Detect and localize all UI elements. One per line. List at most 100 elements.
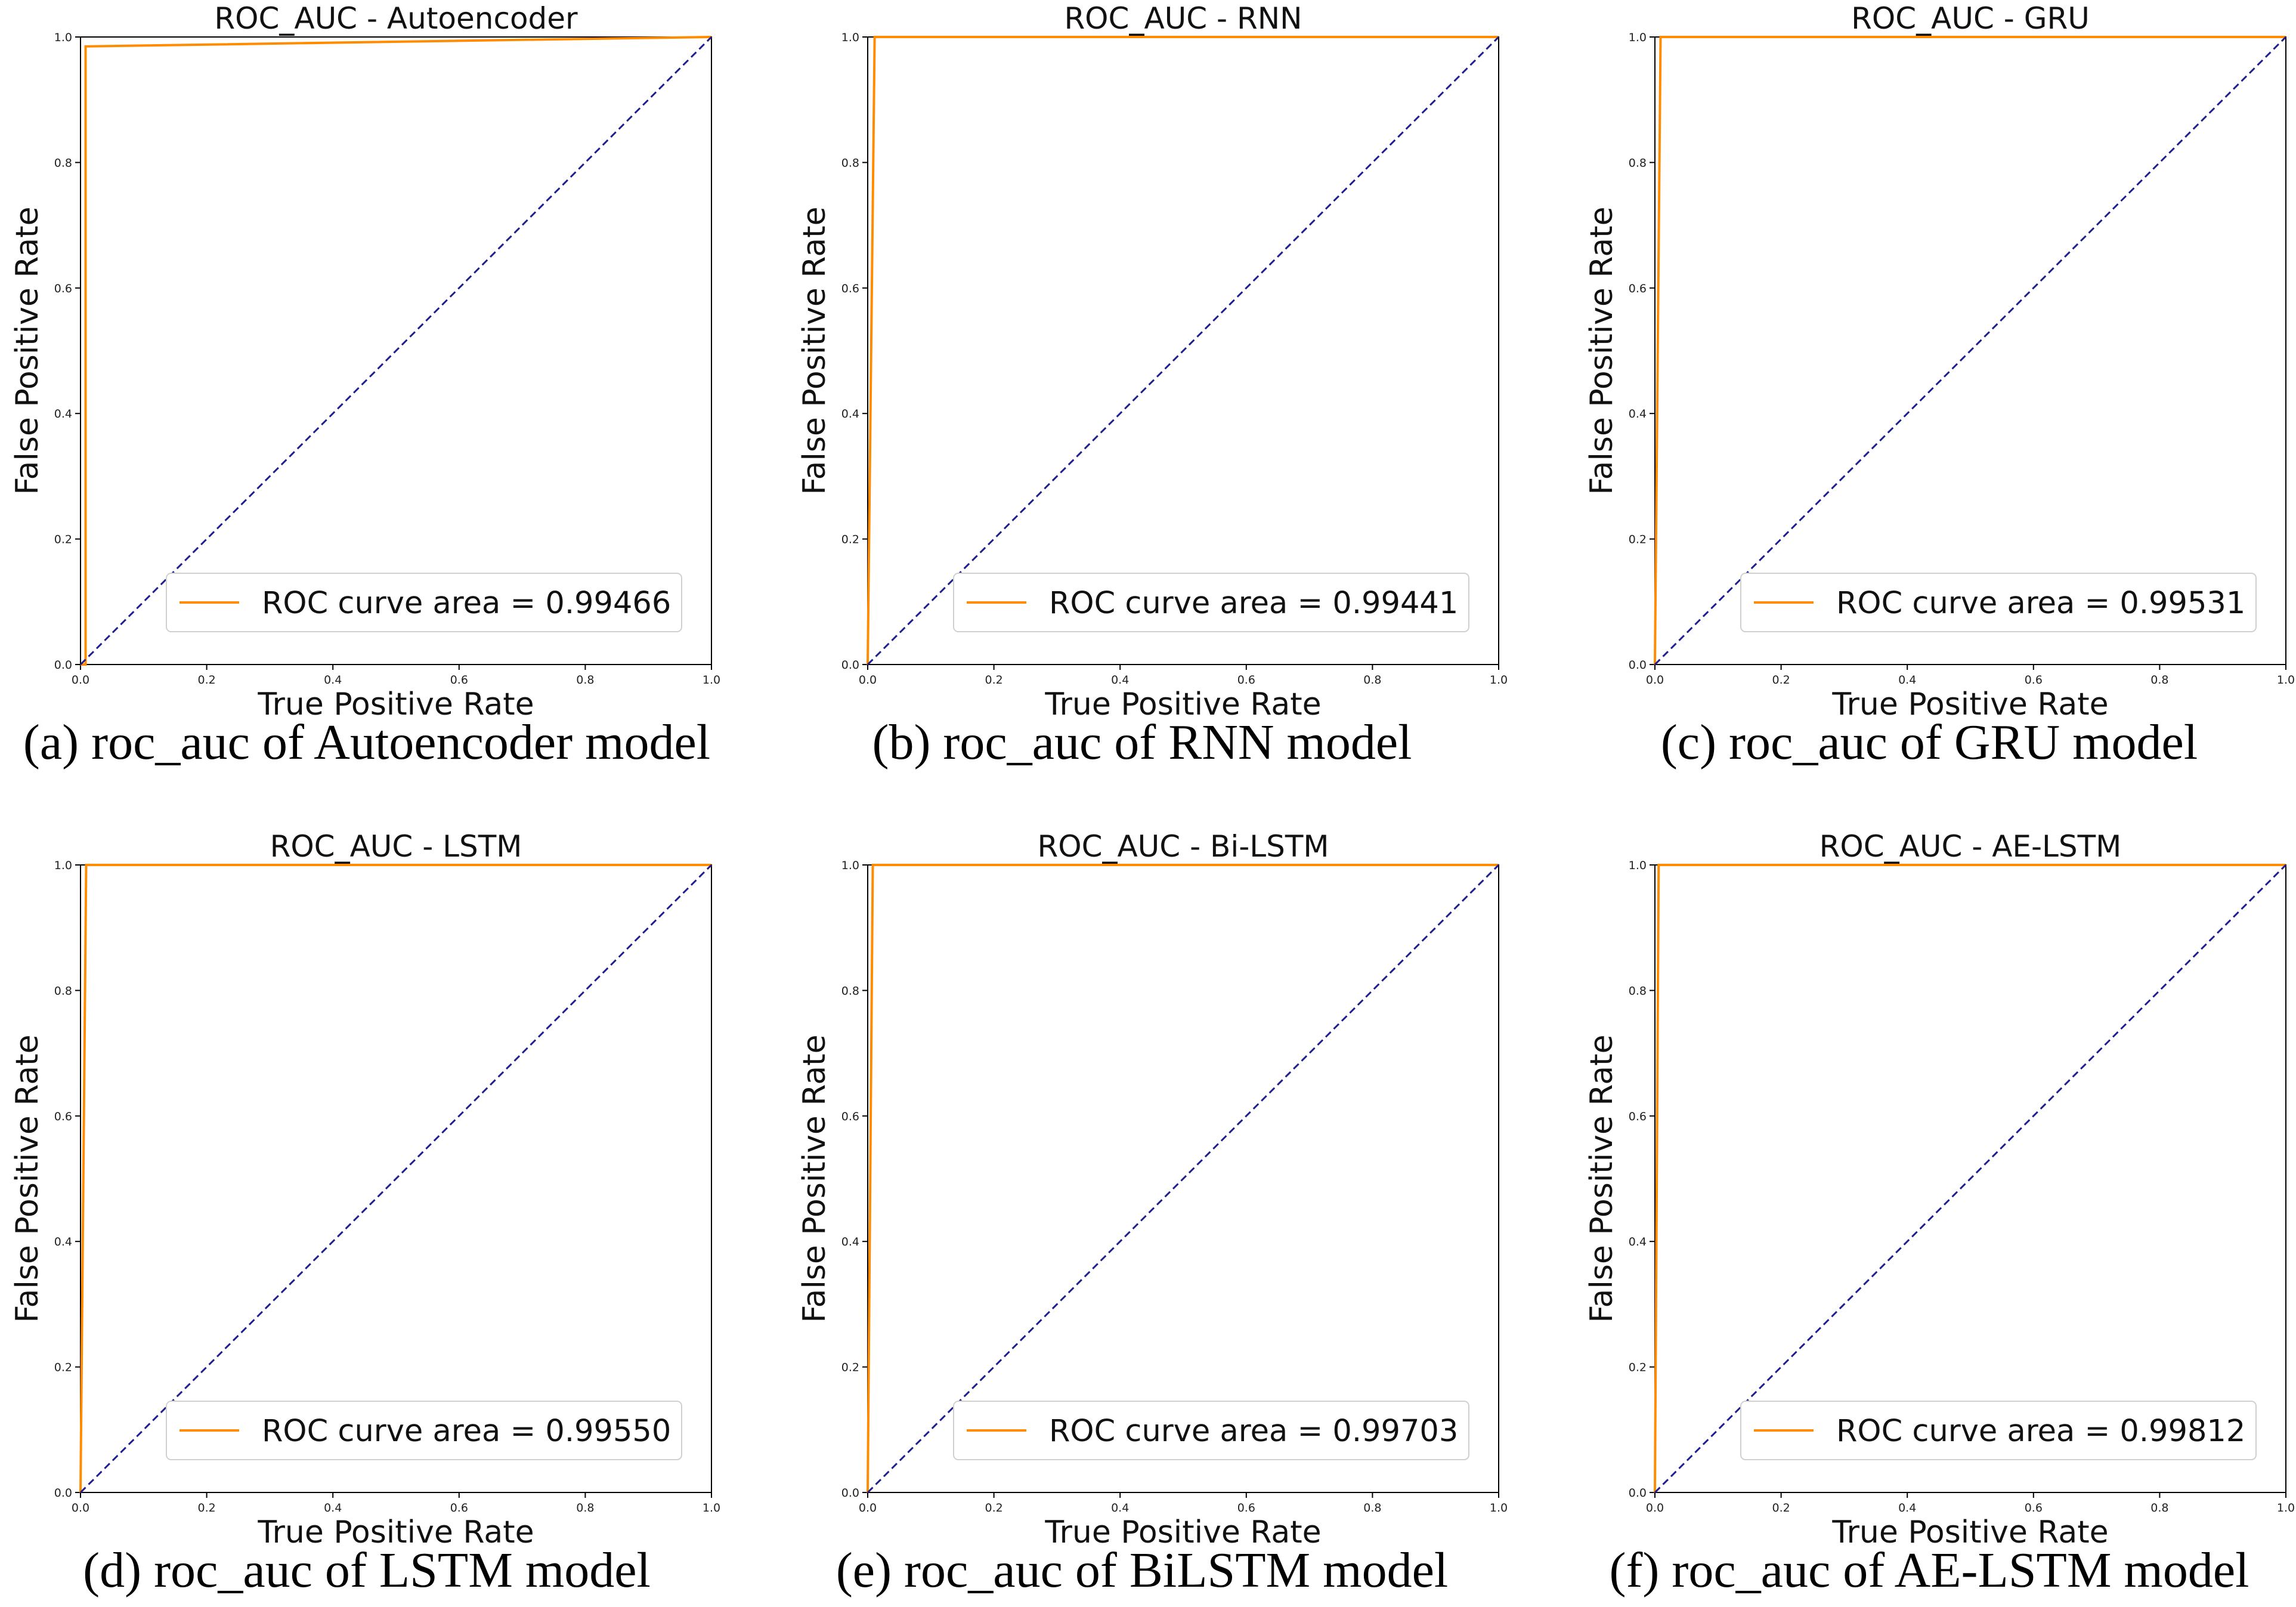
y-tick-label: 1.0 — [54, 31, 72, 44]
x-tick-label: 0.0 — [859, 673, 877, 687]
y-tick-label: 0.0 — [841, 1487, 859, 1500]
plot-frame — [1654, 864, 2286, 1493]
roc-curve-line — [1654, 36, 2286, 665]
y-axis-label: False Positive Rate — [10, 206, 45, 495]
x-tick-label: 0.2 — [1772, 673, 1790, 687]
roc-curve-line — [867, 864, 1499, 1493]
x-tick-label: 1.0 — [703, 1501, 720, 1515]
y-tick-label: 1.0 — [54, 859, 72, 872]
legend-label: ROC curve area = 0.99441 — [1049, 586, 1458, 621]
chart-title: ROC_AUC - LSTM — [270, 829, 522, 864]
x-tick-label: 0.6 — [1237, 673, 1255, 687]
chance-diagonal-line — [867, 36, 1500, 666]
legend-label: ROC curve area = 0.99550 — [262, 1414, 671, 1449]
y-tick-label: 0.2 — [841, 533, 859, 546]
x-tick-label: 0.4 — [1111, 1501, 1129, 1515]
panel-caption: (e) roc_auc of BiLSTM model — [836, 1543, 1449, 1598]
x-tick-label: 0.2 — [1772, 1501, 1790, 1515]
x-tick-label: 0.2 — [985, 1501, 1002, 1515]
y-tick-label: 0.0 — [841, 659, 859, 672]
x-tick-label: 0.2 — [985, 673, 1002, 687]
x-tick-label: 1.0 — [703, 673, 720, 687]
x-tick-label: 1.0 — [2277, 1501, 2295, 1515]
legend-box — [166, 1401, 682, 1460]
y-tick-label: 0.6 — [1629, 282, 1647, 295]
y-tick-label: 0.0 — [1629, 1487, 1647, 1500]
plot-frame — [867, 36, 1499, 665]
x-tick-label: 0.8 — [576, 1501, 594, 1515]
y-tick-label: 0.0 — [1629, 659, 1647, 672]
x-tick-label: 0.0 — [1646, 1501, 1664, 1515]
x-tick-label: 0.4 — [1111, 673, 1129, 687]
chart-title: ROC_AUC - Autoencoder — [214, 1, 578, 36]
y-tick-label: 0.2 — [1629, 1361, 1647, 1374]
x-tick-label: 0.6 — [450, 673, 468, 687]
y-axis-label: False Positive Rate — [1584, 1034, 1620, 1322]
roc-curve-line — [81, 36, 712, 666]
x-tick-label: 0.6 — [1237, 1501, 1255, 1515]
x-tick-label: 0.2 — [197, 1501, 215, 1515]
chance-diagonal-line — [867, 864, 1500, 1494]
plot-frame — [1654, 36, 2286, 665]
panel-caption: (d) roc_auc of LSTM model — [83, 1543, 651, 1598]
x-tick-label: 0.4 — [1898, 673, 1916, 687]
x-tick-label: 0.6 — [450, 1501, 468, 1515]
y-tick-label: 0.4 — [54, 1235, 72, 1248]
chart-title: ROC_AUC - Bi-LSTM — [1037, 829, 1329, 864]
y-tick-label: 0.8 — [1629, 984, 1647, 997]
chart-title: ROC_AUC - GRU — [1851, 1, 2090, 36]
legend-label: ROC curve area = 0.99703 — [1049, 1414, 1458, 1449]
panel-caption: (c) roc_auc of GRU model — [1660, 715, 2198, 770]
y-axis-label: False Positive Rate — [797, 206, 833, 495]
y-tick-label: 0.4 — [841, 407, 859, 421]
legend-label: ROC curve area = 0.99812 — [1836, 1414, 2245, 1449]
x-tick-label: 1.0 — [1490, 673, 1508, 687]
x-tick-label: 0.4 — [1898, 1501, 1916, 1515]
y-tick-label: 0.4 — [841, 1235, 859, 1248]
legend-box — [953, 573, 1469, 632]
x-tick-label: 0.2 — [197, 673, 215, 687]
plot-frame — [867, 864, 1499, 1493]
y-tick-label: 1.0 — [841, 859, 859, 872]
plot-frame — [80, 36, 712, 665]
legend-box — [953, 1401, 1469, 1460]
y-tick-label: 0.4 — [1629, 1235, 1647, 1248]
x-tick-label: 0.8 — [576, 673, 594, 687]
roc-curve-line — [867, 36, 1499, 665]
legend-box — [166, 573, 682, 632]
plot-frame — [80, 864, 712, 1493]
y-tick-label: 0.6 — [841, 1110, 859, 1123]
chance-diagonal-line — [1654, 36, 2287, 666]
y-tick-label: 0.2 — [1629, 533, 1647, 546]
y-axis-label: False Positive Rate — [10, 1034, 45, 1322]
chart-title: ROC_AUC - RNN — [1064, 1, 1302, 36]
legend-box — [1740, 573, 2257, 632]
y-tick-label: 0.4 — [1629, 407, 1647, 421]
y-tick-label: 0.2 — [54, 1361, 72, 1374]
y-tick-label: 0.6 — [54, 1110, 72, 1123]
y-tick-label: 0.2 — [841, 1361, 859, 1374]
x-tick-label: 0.4 — [324, 1501, 342, 1515]
y-tick-label: 0.8 — [841, 156, 859, 169]
chance-diagonal-line — [79, 864, 713, 1494]
x-tick-label: 0.0 — [1646, 673, 1664, 687]
y-tick-label: 0.6 — [841, 282, 859, 295]
panel-caption: (a) roc_auc of Autoencoder model — [23, 715, 711, 770]
x-tick-label: 0.4 — [324, 673, 342, 687]
x-tick-label: 0.8 — [2150, 673, 2168, 687]
legend-box — [1740, 1401, 2257, 1460]
roc-curve-line — [1654, 864, 2286, 1493]
y-tick-label: 0.6 — [1629, 1110, 1647, 1123]
y-tick-label: 0.8 — [841, 984, 859, 997]
y-tick-label: 0.0 — [54, 1487, 72, 1500]
roc-curve-line — [79, 864, 711, 1493]
y-tick-label: 1.0 — [1629, 31, 1647, 44]
x-tick-label: 0.0 — [72, 1501, 89, 1515]
chance-diagonal-line — [79, 36, 713, 666]
x-tick-label: 1.0 — [1490, 1501, 1508, 1515]
